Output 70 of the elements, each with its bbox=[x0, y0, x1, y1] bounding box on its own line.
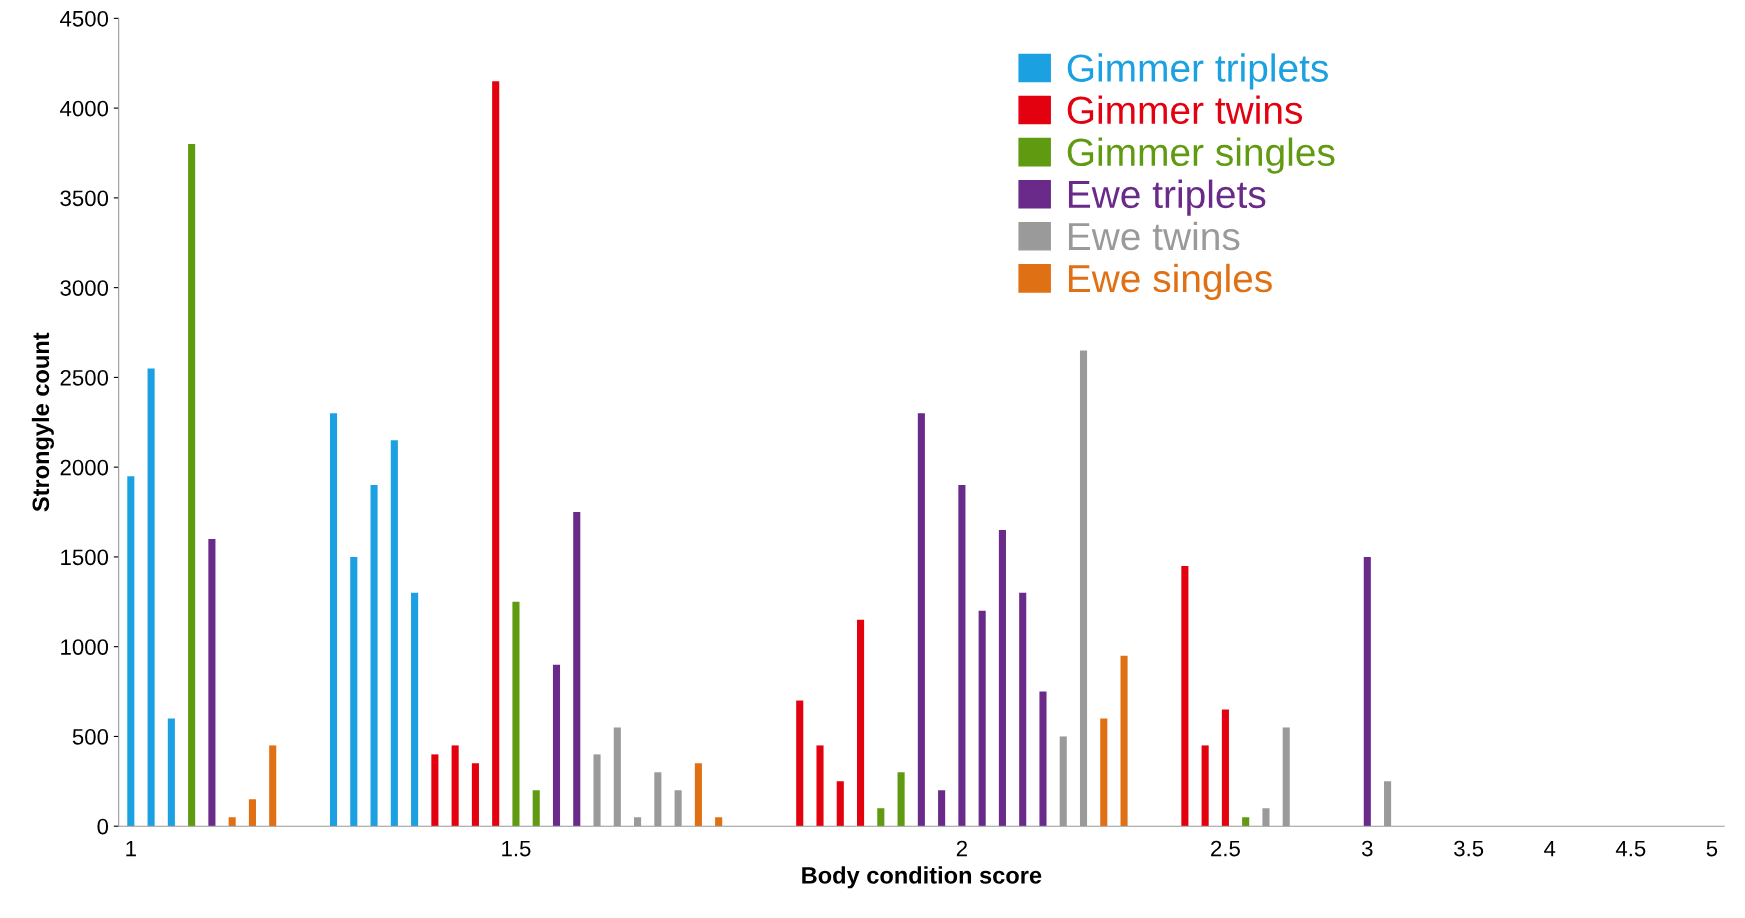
bar bbox=[1363, 556, 1371, 827]
x-tick-label: 4 bbox=[1544, 840, 1556, 857]
bar bbox=[512, 601, 520, 827]
bar bbox=[147, 368, 155, 827]
bar bbox=[1120, 655, 1128, 827]
bar bbox=[431, 754, 439, 827]
x-tick-label: 1.5 bbox=[502, 840, 531, 857]
bar bbox=[451, 745, 459, 827]
y-tick-label: 3500 bbox=[60, 190, 109, 207]
x-tick-label: 1 bbox=[126, 840, 136, 857]
x-tick-label: 3.5 bbox=[1454, 840, 1484, 857]
y-tick-label: 500 bbox=[72, 728, 109, 745]
y-tick-label: 3000 bbox=[60, 280, 109, 296]
bar bbox=[188, 144, 196, 827]
legend-label: Ewe singles bbox=[1068, 263, 1272, 301]
bar bbox=[532, 790, 540, 827]
legend-label: Ewe triplets bbox=[1068, 179, 1266, 216]
bar bbox=[1201, 745, 1209, 827]
x-axis-title: Body condition score bbox=[802, 866, 1042, 889]
bar bbox=[573, 512, 581, 827]
legend-label: Gimmer twins bbox=[1067, 95, 1303, 125]
bar bbox=[1242, 817, 1250, 827]
x-tick-label: 5 bbox=[1706, 840, 1718, 857]
y-tick-label: 4000 bbox=[60, 100, 109, 117]
bar bbox=[228, 817, 236, 827]
bar bbox=[1181, 565, 1189, 827]
bar bbox=[329, 413, 338, 827]
bar bbox=[350, 556, 358, 827]
bar bbox=[1039, 691, 1047, 827]
bar bbox=[715, 817, 723, 827]
bar bbox=[857, 619, 865, 827]
bar bbox=[248, 799, 256, 827]
x-tick-label: 2.5 bbox=[1211, 840, 1240, 857]
y-axis-title: Strongyle count bbox=[31, 332, 54, 512]
bar bbox=[1019, 592, 1027, 827]
x-tick-label: 3 bbox=[1361, 840, 1373, 857]
bar bbox=[390, 440, 398, 827]
legend-label: Gimmer triplets bbox=[1067, 53, 1328, 90]
bar bbox=[978, 610, 986, 827]
bar bbox=[471, 763, 479, 827]
y-tick-label: 4500 bbox=[60, 10, 109, 27]
legend-label: Gimmer singles bbox=[1067, 137, 1335, 174]
bar bbox=[1221, 709, 1229, 827]
bar bbox=[958, 485, 966, 827]
bar bbox=[127, 476, 135, 827]
y-tick-label: 1000 bbox=[61, 639, 109, 655]
x-tick-label: 2 bbox=[956, 840, 967, 857]
bar bbox=[492, 81, 500, 827]
bar bbox=[796, 700, 804, 827]
y-tick-label: 2500 bbox=[60, 369, 109, 386]
bar bbox=[269, 745, 277, 827]
bar bbox=[917, 413, 925, 827]
bar bbox=[1100, 718, 1108, 827]
x-tick-label: 4.5 bbox=[1615, 840, 1646, 857]
bar bbox=[836, 781, 844, 827]
bar bbox=[938, 790, 946, 827]
bar bbox=[694, 763, 702, 827]
bar bbox=[370, 485, 378, 827]
legend-label: Ewe twins bbox=[1068, 221, 1240, 251]
bar bbox=[998, 529, 1006, 827]
bar bbox=[411, 592, 419, 827]
bar bbox=[816, 745, 824, 827]
bar bbox=[208, 538, 216, 827]
y-tick-label: 0 bbox=[97, 818, 109, 835]
y-tick-label: 2000 bbox=[60, 459, 109, 476]
y-tick-label: 1500 bbox=[61, 549, 109, 566]
bar bbox=[552, 664, 561, 827]
bar bbox=[167, 718, 175, 827]
bar bbox=[897, 772, 905, 827]
bar bbox=[877, 808, 885, 827]
